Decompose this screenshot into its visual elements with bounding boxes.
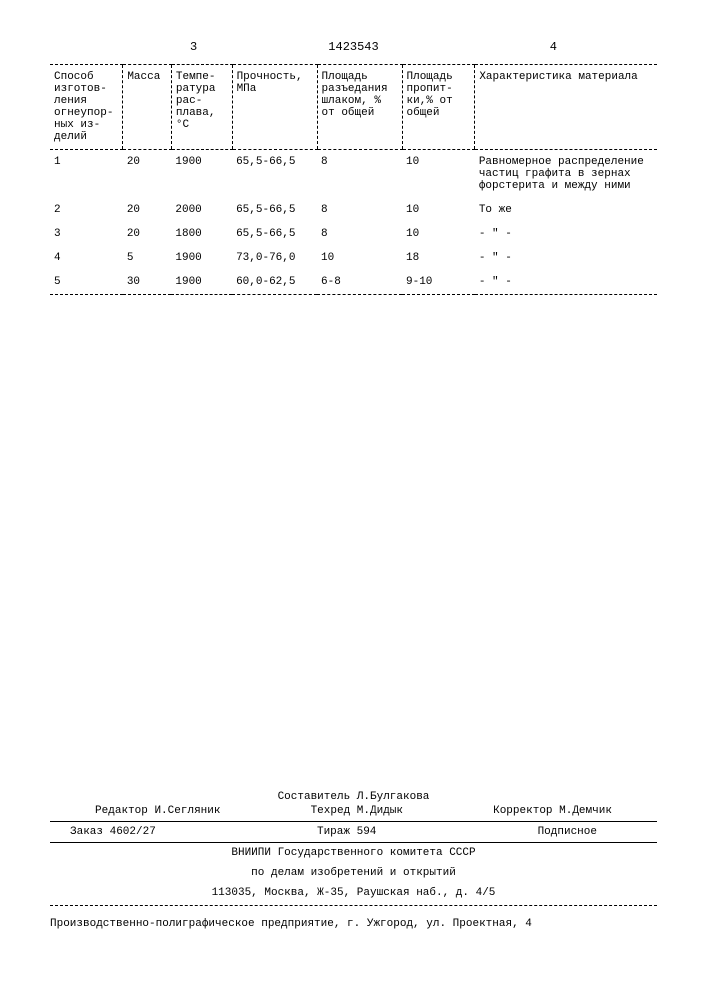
cell: 1900 (171, 270, 232, 295)
credits-row: Редактор И.Сегляник Техред М.Дидык Корре… (50, 805, 657, 822)
table-row: 4 5 1900 73,0-76,0 10 18 - " - (50, 246, 657, 270)
cell: 6-8 (317, 270, 402, 295)
table-row: 1 20 1900 65,5-66,5 8 10 Равномерное рас… (50, 150, 657, 199)
cell: 65,5-66,5 (232, 222, 317, 246)
data-table: Способ изготов­ления огне­упор­ных из­де… (50, 64, 657, 295)
cell: 20 (123, 198, 172, 222)
page-header: 3 1423543 4 (50, 40, 657, 54)
cell: - " - (475, 246, 657, 270)
cell: 1800 (171, 222, 232, 246)
col-strength: Прочность, МПа (232, 65, 317, 150)
document-number: 1423543 (328, 40, 378, 54)
printer-line: Производственно-полиграфическое предприя… (50, 906, 657, 930)
cell: 65,5-66,5 (232, 150, 317, 199)
table-row: 2 20 2000 65,5-66,5 8 10 То же (50, 198, 657, 222)
org-line-3: 113035, Москва, Ж-35, Раушская наб., д. … (50, 883, 657, 906)
techred: Техред М.Дидык (311, 805, 403, 817)
header-row: Способ изготов­ления огне­упор­ных из­де… (50, 65, 657, 150)
cell: 2 (50, 198, 123, 222)
cell: Равномерное распределение частиц графита… (475, 150, 657, 199)
colophon: Составитель Л.Булгакова Редактор И.Сегля… (50, 789, 657, 930)
cell: 8 (317, 198, 402, 222)
cell: 2000 (171, 198, 232, 222)
cell: 5 (50, 270, 123, 295)
cell: 1 (50, 150, 123, 199)
cell: 60,0-62,5 (232, 270, 317, 295)
editor: Редактор И.Сегляник (95, 805, 220, 817)
subscription: Подписное (538, 826, 597, 838)
org-line-1: ВНИИПИ Государственного комитета СССР (50, 843, 657, 863)
table-body: 1 20 1900 65,5-66,5 8 10 Равномерное рас… (50, 150, 657, 295)
cell: 10 (317, 246, 402, 270)
col-method: Способ изготов­ления огне­упор­ных из­де… (50, 65, 123, 150)
cell: 3 (50, 222, 123, 246)
composer: Составитель Л.Булгакова (50, 789, 657, 805)
cell: 4 (50, 246, 123, 270)
col-impreg-area: Площадь пропит­ки,% от общей (402, 65, 475, 150)
tirazh: Тираж 594 (317, 826, 376, 838)
cell: 1900 (171, 246, 232, 270)
cell: 1900 (171, 150, 232, 199)
col-mass: Масса (123, 65, 172, 150)
cell: 18 (402, 246, 475, 270)
col-temp: Темпе­ратура рас­плава, °C (171, 65, 232, 150)
table-row: 3 20 1800 65,5-66,5 8 10 - " - (50, 222, 657, 246)
col-characteristic: Характеристика материала (475, 65, 657, 150)
cell: - " - (475, 222, 657, 246)
order-row: Заказ 4602/27 Тираж 594 Подписное (50, 822, 657, 843)
cell: 10 (402, 150, 475, 199)
cell: 8 (317, 222, 402, 246)
cell: 20 (123, 150, 172, 199)
cell: 10 (402, 198, 475, 222)
org-line-2: по делам изобретений и открытий (50, 863, 657, 883)
cell: 65,5-66,5 (232, 198, 317, 222)
left-page-num: 3 (190, 40, 197, 54)
cell: 8 (317, 150, 402, 199)
col-slag-area: Площадь разъеда­ния шлаком, % от общей (317, 65, 402, 150)
cell: 5 (123, 246, 172, 270)
order-num: Заказ 4602/27 (70, 826, 156, 838)
corrector: Корректор М.Демчик (493, 805, 612, 817)
cell: То же (475, 198, 657, 222)
cell: 9-10 (402, 270, 475, 295)
table-row: 5 30 1900 60,0-62,5 6-8 9-10 - " - (50, 270, 657, 295)
cell: - " - (475, 270, 657, 295)
right-page-num: 4 (550, 40, 557, 54)
cell: 73,0-76,0 (232, 246, 317, 270)
cell: 30 (123, 270, 172, 295)
cell: 10 (402, 222, 475, 246)
cell: 20 (123, 222, 172, 246)
